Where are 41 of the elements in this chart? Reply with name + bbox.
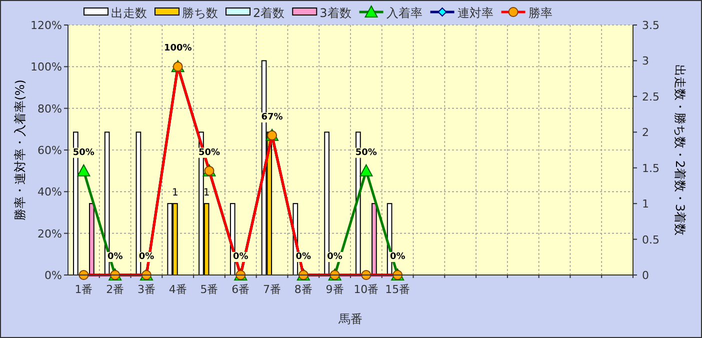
y2-tick-label: 1	[642, 198, 649, 211]
y-tick-label: 100%	[30, 60, 62, 74]
x-tick-label: 8番	[294, 283, 312, 296]
y2-tick-label: 2.5	[642, 90, 660, 104]
legend-label: 出走数	[111, 6, 147, 20]
y2-tick-label: 2	[642, 126, 649, 140]
x-tick-label: 2番	[106, 283, 124, 296]
legend-label: 連対率	[457, 6, 494, 20]
bar	[372, 203, 377, 276]
x-tick-label: 4番	[168, 283, 187, 296]
bar	[89, 203, 94, 276]
y-axis-title: 勝率・連対率・入着率(%)	[13, 80, 27, 220]
y-tick-label: 60%	[38, 144, 62, 157]
y2-tick-label: 1.5	[642, 162, 660, 175]
y2-tick-label: 3.5	[642, 19, 660, 32]
x-tick-label: 9番	[326, 283, 344, 296]
y-tick-label: 40%	[38, 186, 62, 199]
legend-label: 入着率	[386, 6, 422, 20]
legend-label: 勝率	[528, 6, 552, 20]
bar	[324, 132, 330, 276]
y2-tick-label: 0.5	[642, 233, 660, 246]
x-tick-label: 1番	[74, 283, 93, 296]
y-tick-label: 0%	[44, 269, 62, 282]
y2-tick-label: 0	[642, 269, 649, 282]
legend-label: 3着数	[320, 6, 352, 20]
x-tick-label: 3番	[137, 283, 156, 296]
x-axis-title: 馬番	[338, 312, 362, 326]
y2-axis-title: 出走数・勝ち数・2着数・3着数	[673, 64, 687, 236]
legend-label: 勝ち数	[182, 6, 218, 20]
legend-label: 2着数	[253, 6, 285, 20]
x-tick-label: 6番	[232, 283, 250, 296]
y-tick-label: 120%	[30, 19, 62, 32]
y2-tick-label: 3	[642, 54, 649, 68]
x-tick-label: 10番	[354, 283, 379, 296]
y-tick-label: 80%	[38, 102, 62, 116]
x-tick-label: 5番	[200, 283, 218, 296]
data-label: 1	[203, 188, 210, 199]
y-tick-label: 20%	[38, 227, 62, 240]
x-tick-label: 15番	[385, 283, 410, 296]
data-label: 1	[172, 188, 178, 199]
x-tick-label: 7番	[263, 283, 282, 296]
